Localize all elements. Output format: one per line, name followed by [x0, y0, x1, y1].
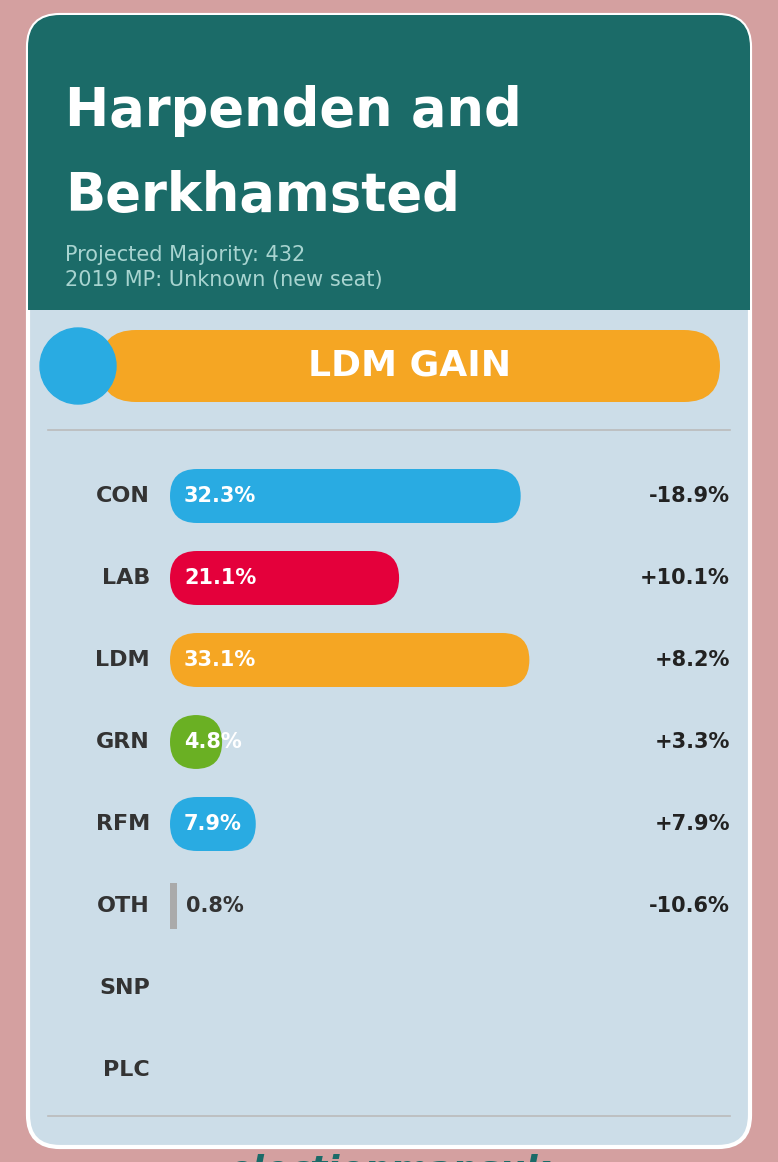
Text: LDM GAIN: LDM GAIN	[308, 349, 512, 383]
FancyBboxPatch shape	[170, 469, 520, 523]
FancyBboxPatch shape	[170, 633, 529, 687]
Text: 2019 MP: Unknown (new seat): 2019 MP: Unknown (new seat)	[65, 270, 383, 290]
Text: +7.9%: +7.9%	[654, 815, 730, 834]
Text: +8.2%: +8.2%	[654, 650, 730, 670]
Text: 21.1%: 21.1%	[184, 568, 256, 588]
Text: 32.3%: 32.3%	[184, 486, 256, 505]
FancyBboxPatch shape	[170, 551, 399, 605]
Text: -18.9%: -18.9%	[649, 486, 730, 505]
FancyBboxPatch shape	[170, 797, 256, 851]
Circle shape	[40, 328, 116, 404]
FancyBboxPatch shape	[100, 330, 720, 402]
Text: Berkhamsted: Berkhamsted	[65, 170, 460, 222]
Text: PLC: PLC	[103, 1060, 150, 1079]
Text: CON: CON	[96, 486, 150, 505]
FancyBboxPatch shape	[28, 15, 750, 310]
Text: 33.1%: 33.1%	[184, 650, 256, 670]
Text: GRN: GRN	[96, 732, 150, 752]
Text: SNP: SNP	[100, 978, 150, 998]
Bar	[170, 883, 177, 928]
Text: 0.8%: 0.8%	[186, 896, 244, 916]
Text: Harpenden and: Harpenden and	[65, 85, 522, 137]
Text: 4.8%: 4.8%	[184, 732, 242, 752]
Text: LAB: LAB	[102, 568, 150, 588]
Text: 7.9%: 7.9%	[184, 815, 242, 834]
Text: -10.6%: -10.6%	[649, 896, 730, 916]
Text: +10.1%: +10.1%	[640, 568, 730, 588]
Bar	[28, 275, 750, 310]
Text: RFM: RFM	[96, 815, 150, 834]
FancyBboxPatch shape	[170, 715, 222, 769]
Text: +3.3%: +3.3%	[654, 732, 730, 752]
Text: Projected Majority: 432: Projected Majority: 432	[65, 245, 305, 265]
Text: LDM: LDM	[96, 650, 150, 670]
Text: OTH: OTH	[97, 896, 150, 916]
Text: electionmapsuk: electionmapsuk	[228, 1154, 550, 1162]
FancyBboxPatch shape	[28, 15, 750, 1147]
